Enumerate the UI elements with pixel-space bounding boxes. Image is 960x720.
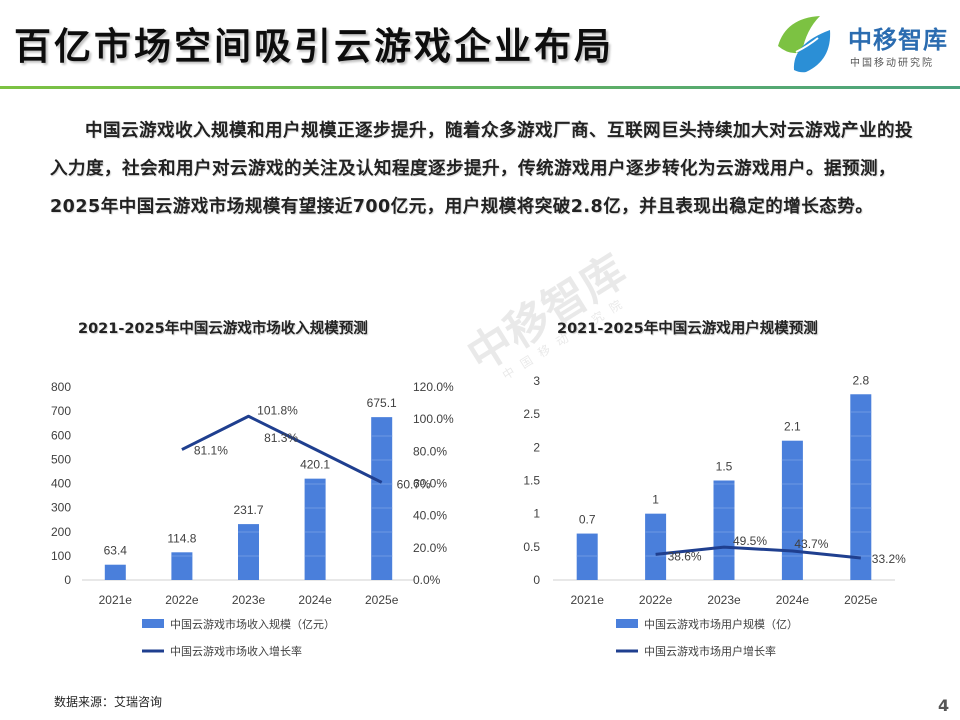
revenue-bar bbox=[238, 524, 259, 580]
users-line-label: 49.5% bbox=[733, 534, 767, 548]
users-chart: 0 0.5 1 1.5 2 2.5 3 0.7 2021e 1 2022e 1.5 2023e 2.1 20… bbox=[523, 373, 906, 658]
revenue-y-left-tick: 800 bbox=[51, 380, 71, 394]
revenue-y-left-tick: 100 bbox=[51, 549, 71, 563]
users-category-label: 2024e bbox=[776, 593, 810, 607]
users-bar bbox=[781, 440, 803, 580]
revenue-bar-label: 63.4 bbox=[104, 544, 128, 558]
intro-text: 中国云游戏收入规模和用户规模正逐步提升，随着众多游戏厂商、互联网巨头持续加大对云… bbox=[50, 121, 913, 217]
revenue-line-label: 101.8% bbox=[257, 403, 298, 417]
revenue-legend-bar-label: 中国云游戏市场收入规模（亿元） bbox=[170, 617, 335, 631]
revenue-y-left-tick: 600 bbox=[51, 428, 71, 442]
users-y-left-tick: 2.5 bbox=[523, 407, 540, 421]
users-y-left-tick: 0 bbox=[533, 573, 540, 587]
header: 百亿市场空间吸引云游戏企业布局 中移智库 中国移动研究院 bbox=[0, 0, 960, 90]
users-bar-label: 2.1 bbox=[784, 420, 801, 434]
users-legend-bar-swatch bbox=[616, 619, 638, 628]
revenue-y-right-tick: 80.0% bbox=[413, 444, 447, 458]
users-line-label: 38.6% bbox=[668, 549, 702, 563]
users-chart-title: 2021-2025年中国云游戏用户规模预测 bbox=[557, 321, 818, 337]
users-bar bbox=[850, 394, 872, 580]
users-y-left-tick: 1 bbox=[533, 507, 540, 521]
users-line-label: 33.2% bbox=[872, 552, 906, 566]
revenue-line-label: 60.7% bbox=[397, 477, 431, 491]
users-legend-bar-label: 中国云游戏市场用户规模（亿） bbox=[644, 617, 798, 631]
users-line-label: 43.7% bbox=[794, 537, 828, 551]
users-bar-label: 2.8 bbox=[852, 373, 869, 387]
revenue-line-label: 81.3% bbox=[264, 431, 298, 445]
revenue-legend-line-label: 中国云游戏市场收入增长率 bbox=[170, 644, 302, 658]
users-category-label: 2025e bbox=[844, 593, 878, 607]
header-rule bbox=[0, 86, 960, 89]
revenue-category-label: 2024e bbox=[298, 593, 332, 607]
revenue-y-right-tick: 20.0% bbox=[413, 541, 447, 555]
users-legend-line-label: 中国云游戏市场用户增长率 bbox=[644, 644, 776, 658]
revenue-chart: 0 100 200 300 400 500 600 700 800 0.0% 20.0% 40.0% 6… bbox=[51, 380, 454, 658]
revenue-y-left-tick: 0 bbox=[64, 573, 71, 587]
users-category-label: 2023e bbox=[707, 593, 741, 607]
revenue-category-label: 2025e bbox=[365, 593, 399, 607]
revenue-y-right-tick: 120.0% bbox=[413, 380, 454, 394]
users-line-series bbox=[655, 545, 861, 560]
users-y-left-tick: 0.5 bbox=[523, 540, 540, 554]
revenue-y-left-tick: 700 bbox=[51, 404, 71, 418]
revenue-y-left-tick: 400 bbox=[51, 477, 71, 491]
users-category-label: 2021e bbox=[571, 593, 605, 607]
intro-paragraph: 中国云游戏收入规模和用户规模正逐步提升，随着众多游戏厂商、互联网巨头持续加大对云… bbox=[50, 112, 916, 226]
revenue-y-left-tick: 300 bbox=[51, 501, 71, 515]
users-bar-label: 1.5 bbox=[716, 460, 733, 474]
users-bar-label: 1 bbox=[652, 493, 659, 507]
revenue-category-label: 2023e bbox=[232, 593, 266, 607]
revenue-y-left-tick: 200 bbox=[51, 525, 71, 539]
revenue-bar-label: 675.1 bbox=[367, 396, 397, 410]
revenue-y-right-tick: 40.0% bbox=[413, 509, 447, 523]
logo-subtitle: 中国移动研究院 bbox=[850, 58, 934, 69]
data-source: 数据来源：艾瑞咨询 bbox=[54, 695, 163, 709]
revenue-chart-title: 2021-2025年中国云游戏市场收入规模预测 bbox=[78, 321, 368, 337]
users-bar bbox=[713, 480, 735, 580]
revenue-line-series bbox=[181, 414, 383, 484]
users-bar-label: 0.7 bbox=[579, 513, 596, 527]
revenue-bar bbox=[371, 417, 393, 580]
users-category-label: 2022e bbox=[639, 593, 673, 607]
revenue-category-label: 2022e bbox=[165, 593, 199, 607]
revenue-line-label: 81.1% bbox=[194, 444, 228, 458]
users-y-left-tick: 3 bbox=[533, 374, 540, 388]
revenue-category-label: 2021e bbox=[99, 593, 133, 607]
revenue-bar bbox=[171, 552, 193, 580]
revenue-legend-bar-swatch bbox=[142, 619, 164, 628]
revenue-bar-label: 231.7 bbox=[233, 503, 263, 517]
revenue-bar bbox=[104, 564, 126, 580]
page-number: 4 bbox=[938, 696, 950, 715]
revenue-bar-label: 114.8 bbox=[167, 531, 196, 545]
users-bar bbox=[576, 533, 598, 580]
revenue-y-right-tick: 0.0% bbox=[413, 573, 441, 587]
revenue-bar bbox=[304, 478, 326, 580]
users-bar bbox=[645, 513, 667, 580]
users-y-left-tick: 1.5 bbox=[523, 474, 540, 488]
users-y-left-tick: 2 bbox=[533, 440, 540, 454]
revenue-y-right-tick: 60.0% bbox=[413, 477, 447, 491]
logo-leaf-icon bbox=[778, 16, 831, 73]
logo: 中移智库 中国移动研究院 bbox=[772, 8, 952, 80]
logo-name: 中移智库 bbox=[848, 26, 948, 54]
revenue-y-left-tick: 500 bbox=[51, 452, 71, 466]
page-title: 百亿市场空间吸引云游戏企业布局 bbox=[14, 25, 614, 68]
revenue-y-right-tick: 100.0% bbox=[413, 412, 454, 426]
revenue-bar-label: 420.1 bbox=[300, 458, 330, 472]
